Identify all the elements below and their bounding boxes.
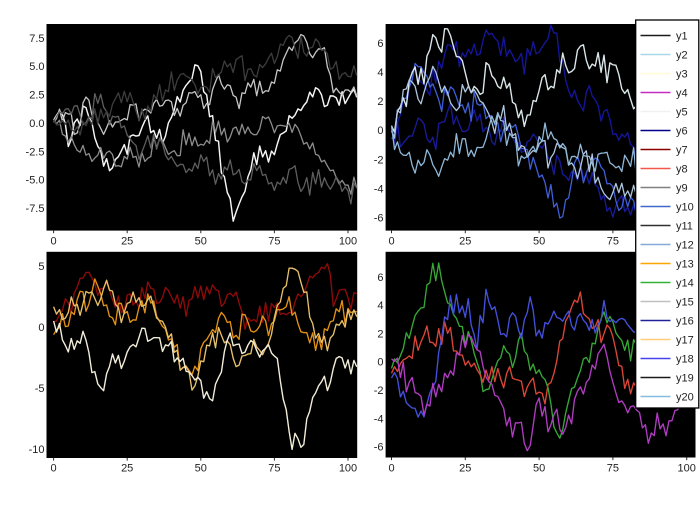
svg-text:y16: y16 xyxy=(676,315,694,327)
svg-text:7.5: 7.5 xyxy=(29,33,44,45)
svg-text:y3: y3 xyxy=(676,68,688,80)
svg-text:6: 6 xyxy=(377,272,383,284)
svg-text:y13: y13 xyxy=(676,258,694,270)
svg-text:25: 25 xyxy=(121,462,133,474)
svg-text:0: 0 xyxy=(377,125,383,137)
svg-text:0: 0 xyxy=(51,462,57,474)
svg-text:100: 100 xyxy=(678,462,696,474)
svg-text:2.5: 2.5 xyxy=(29,90,44,102)
svg-text:75: 75 xyxy=(607,462,619,474)
svg-text:y2: y2 xyxy=(676,49,688,61)
svg-text:0: 0 xyxy=(377,357,383,369)
svg-text:y19: y19 xyxy=(676,372,694,384)
svg-text:0: 0 xyxy=(388,462,394,474)
svg-text:y14: y14 xyxy=(676,277,694,289)
svg-text:0: 0 xyxy=(388,236,394,248)
svg-text:0: 0 xyxy=(51,236,57,248)
svg-text:5.0: 5.0 xyxy=(29,61,44,73)
svg-text:-2: -2 xyxy=(374,385,384,397)
svg-text:2: 2 xyxy=(377,329,383,341)
svg-text:-6: -6 xyxy=(374,442,384,454)
svg-text:y4: y4 xyxy=(676,87,688,99)
svg-text:5: 5 xyxy=(38,261,44,273)
svg-text:-10: -10 xyxy=(29,444,45,456)
svg-text:25: 25 xyxy=(459,462,471,474)
svg-text:y9: y9 xyxy=(676,182,688,194)
svg-text:-6: -6 xyxy=(374,213,384,225)
svg-text:-4: -4 xyxy=(374,413,384,425)
svg-text:25: 25 xyxy=(459,236,471,248)
svg-text:0: 0 xyxy=(38,322,44,334)
svg-text:50: 50 xyxy=(195,236,207,248)
svg-text:-5: -5 xyxy=(35,383,45,395)
svg-text:-4: -4 xyxy=(374,184,384,196)
svg-text:y12: y12 xyxy=(676,239,694,251)
svg-text:y1: y1 xyxy=(676,30,688,42)
svg-text:y20: y20 xyxy=(676,391,694,403)
svg-text:-7.5: -7.5 xyxy=(26,203,45,215)
svg-text:50: 50 xyxy=(533,462,545,474)
svg-text:y10: y10 xyxy=(676,201,694,213)
svg-text:0.0: 0.0 xyxy=(29,118,44,130)
svg-text:100: 100 xyxy=(339,236,357,248)
svg-text:75: 75 xyxy=(268,462,280,474)
svg-text:y7: y7 xyxy=(676,144,688,156)
svg-text:y8: y8 xyxy=(676,163,688,175)
svg-text:y6: y6 xyxy=(676,125,688,137)
svg-text:75: 75 xyxy=(607,236,619,248)
svg-text:-2: -2 xyxy=(374,154,384,166)
svg-text:25: 25 xyxy=(121,236,133,248)
svg-text:2: 2 xyxy=(377,96,383,108)
svg-text:-5.0: -5.0 xyxy=(26,175,45,187)
svg-text:y15: y15 xyxy=(676,296,694,308)
svg-text:100: 100 xyxy=(339,462,357,474)
svg-text:50: 50 xyxy=(533,236,545,248)
svg-text:y17: y17 xyxy=(676,334,694,346)
svg-text:75: 75 xyxy=(268,236,280,248)
svg-text:4: 4 xyxy=(377,300,383,312)
svg-text:50: 50 xyxy=(195,462,207,474)
svg-text:y11: y11 xyxy=(676,220,693,232)
svg-text:y5: y5 xyxy=(676,106,688,118)
svg-text:-2.5: -2.5 xyxy=(26,146,45,158)
svg-text:y18: y18 xyxy=(676,353,694,365)
svg-text:4: 4 xyxy=(377,67,383,79)
svg-text:6: 6 xyxy=(377,38,383,50)
